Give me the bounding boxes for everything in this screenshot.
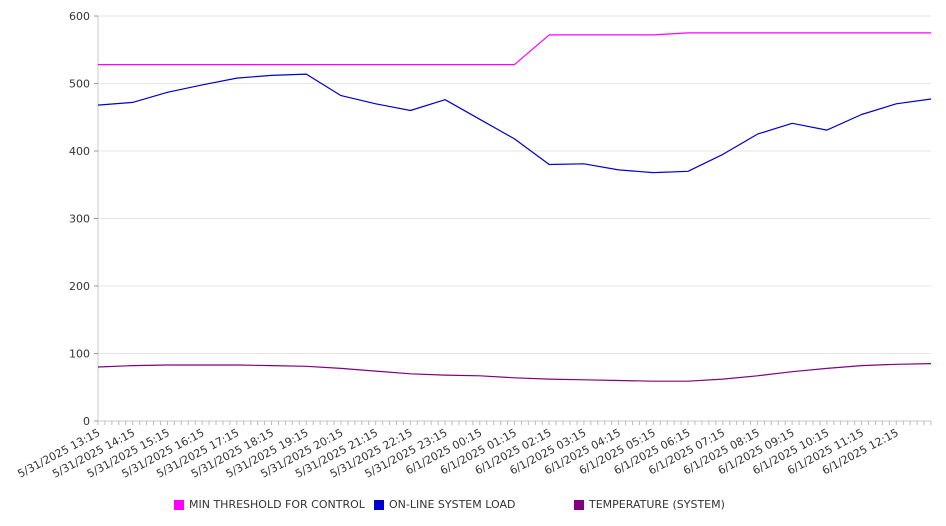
y-tick-label: 100	[69, 348, 90, 361]
gridlines	[98, 15, 931, 354]
legend-label-temperature: TEMPERATURE (SYSTEM)	[589, 498, 725, 511]
legend-item-system-load[interactable]: ON-LINE SYSTEM LOAD	[374, 498, 515, 511]
legend: MIN THRESHOLD FOR CONTROL ON-LINE SYSTEM…	[0, 498, 946, 514]
y-tick-label: 400	[69, 145, 90, 158]
y-tick-label: 500	[69, 78, 90, 91]
series-line-on-line-system-load	[97, 73, 932, 174]
legend-swatch-min-threshold	[174, 499, 184, 510]
x-axis-ticks: 5/31/2025 13:155/31/2025 14:155/31/2025 …	[15, 421, 932, 481]
series-line-min-threshold-for-control	[98, 32, 931, 66]
y-tick-label: 600	[69, 10, 90, 23]
legend-label-min-threshold: MIN THRESHOLD FOR CONTROL	[189, 498, 365, 511]
legend-item-temperature[interactable]: TEMPERATURE (SYSTEM)	[574, 498, 725, 511]
y-tick-label: 0	[83, 415, 90, 428]
legend-label-system-load: ON-LINE SYSTEM LOAD	[389, 498, 516, 511]
legend-item-min-threshold[interactable]: MIN THRESHOLD FOR CONTROL	[174, 498, 365, 511]
y-axis-ticks: 0 100 200 300 400 500 600	[69, 10, 98, 428]
y-tick-label: 200	[69, 280, 90, 293]
series-line-temperature-system	[97, 363, 932, 382]
y-tick-label: 300	[69, 213, 90, 226]
legend-swatch-temperature	[574, 499, 584, 510]
legend-swatch-system-load	[374, 499, 384, 510]
series-lines	[97, 32, 932, 382]
